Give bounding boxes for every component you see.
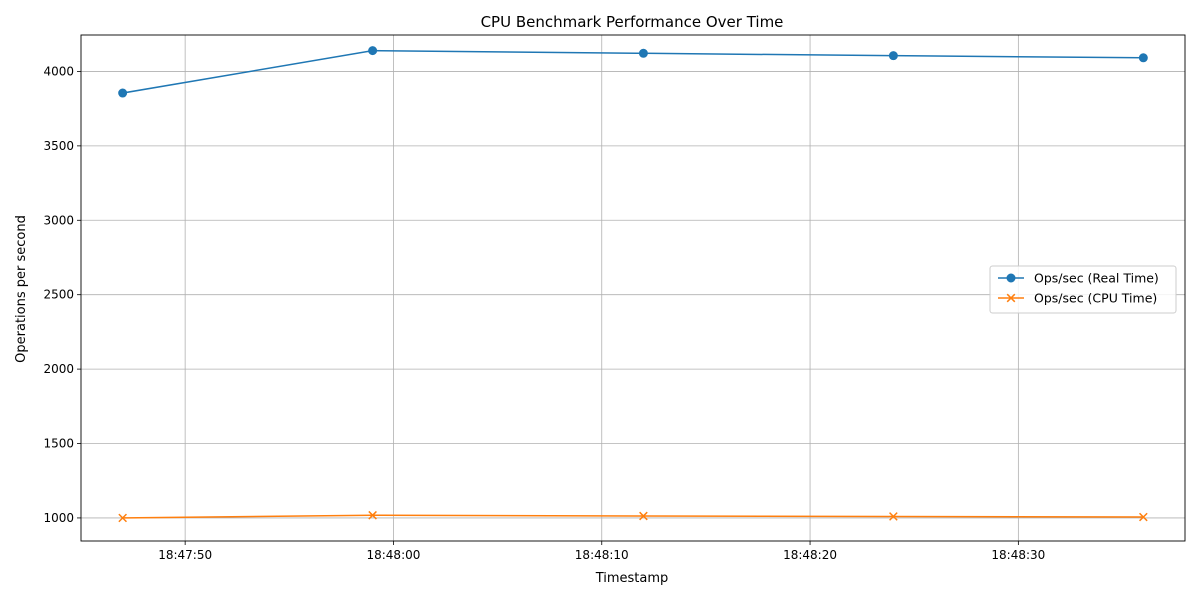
data-point-cpu-time bbox=[1139, 512, 1148, 522]
y-tick-label: 1500 bbox=[43, 437, 74, 451]
data-point-real-time bbox=[638, 48, 648, 58]
series-layer bbox=[118, 46, 1148, 523]
data-point-cpu-time bbox=[368, 510, 377, 520]
data-point-cpu-time bbox=[889, 512, 898, 521]
x-tick-label: 18:48:00 bbox=[366, 548, 420, 562]
y-axis: 1000 1500 2000 2500 3000 3500 4000 bbox=[43, 64, 81, 525]
legend-item-real-time: Ops/sec (Real Time) bbox=[998, 271, 1159, 286]
chart-title: CPU Benchmark Performance Over Time bbox=[481, 13, 784, 31]
legend-label: Ops/sec (CPU Time) bbox=[1034, 291, 1157, 306]
x-tick-label: 18:47:50 bbox=[158, 548, 212, 562]
y-tick-label: 2000 bbox=[43, 362, 74, 376]
data-point-real-time bbox=[368, 46, 378, 56]
y-tick-label: 3500 bbox=[43, 139, 74, 153]
legend-label: Ops/sec (Real Time) bbox=[1034, 271, 1159, 286]
y-tick-label: 1000 bbox=[43, 511, 74, 525]
y-axis-label: Operations per second bbox=[14, 215, 29, 363]
x-axis: 18:47:50 18:48:00 18:48:10 18:48:20 18:48:30 bbox=[158, 541, 1045, 562]
plot-frame bbox=[80, 34, 1186, 542]
x-tick-label: 18:48:20 bbox=[783, 548, 837, 562]
x-tick-label: 18:48:30 bbox=[991, 548, 1045, 562]
data-point-real-time bbox=[1138, 53, 1148, 63]
legend-marker bbox=[1006, 273, 1016, 283]
legend-box bbox=[989, 265, 1177, 314]
data-point-cpu-time bbox=[118, 513, 127, 523]
x-tick-label: 18:48:10 bbox=[575, 548, 629, 562]
series-line-cpu-time bbox=[122, 514, 1144, 519]
y-tick-label: 3000 bbox=[43, 213, 74, 227]
series-cpu-time bbox=[118, 510, 1148, 523]
series-real-time bbox=[118, 46, 1148, 98]
legend: Ops/sec (Real Time) Ops/sec (CPU Time) bbox=[989, 265, 1177, 314]
legend-marker bbox=[1006, 293, 1016, 303]
data-point-real-time bbox=[118, 88, 128, 98]
y-tick-label: 2500 bbox=[43, 288, 74, 302]
legend-item-cpu-time: Ops/sec (CPU Time) bbox=[998, 291, 1157, 306]
data-point-real-time bbox=[888, 51, 898, 61]
data-point-cpu-time bbox=[639, 511, 648, 521]
y-tick-label: 4000 bbox=[43, 64, 74, 78]
x-axis-label: Timestamp bbox=[595, 571, 669, 586]
